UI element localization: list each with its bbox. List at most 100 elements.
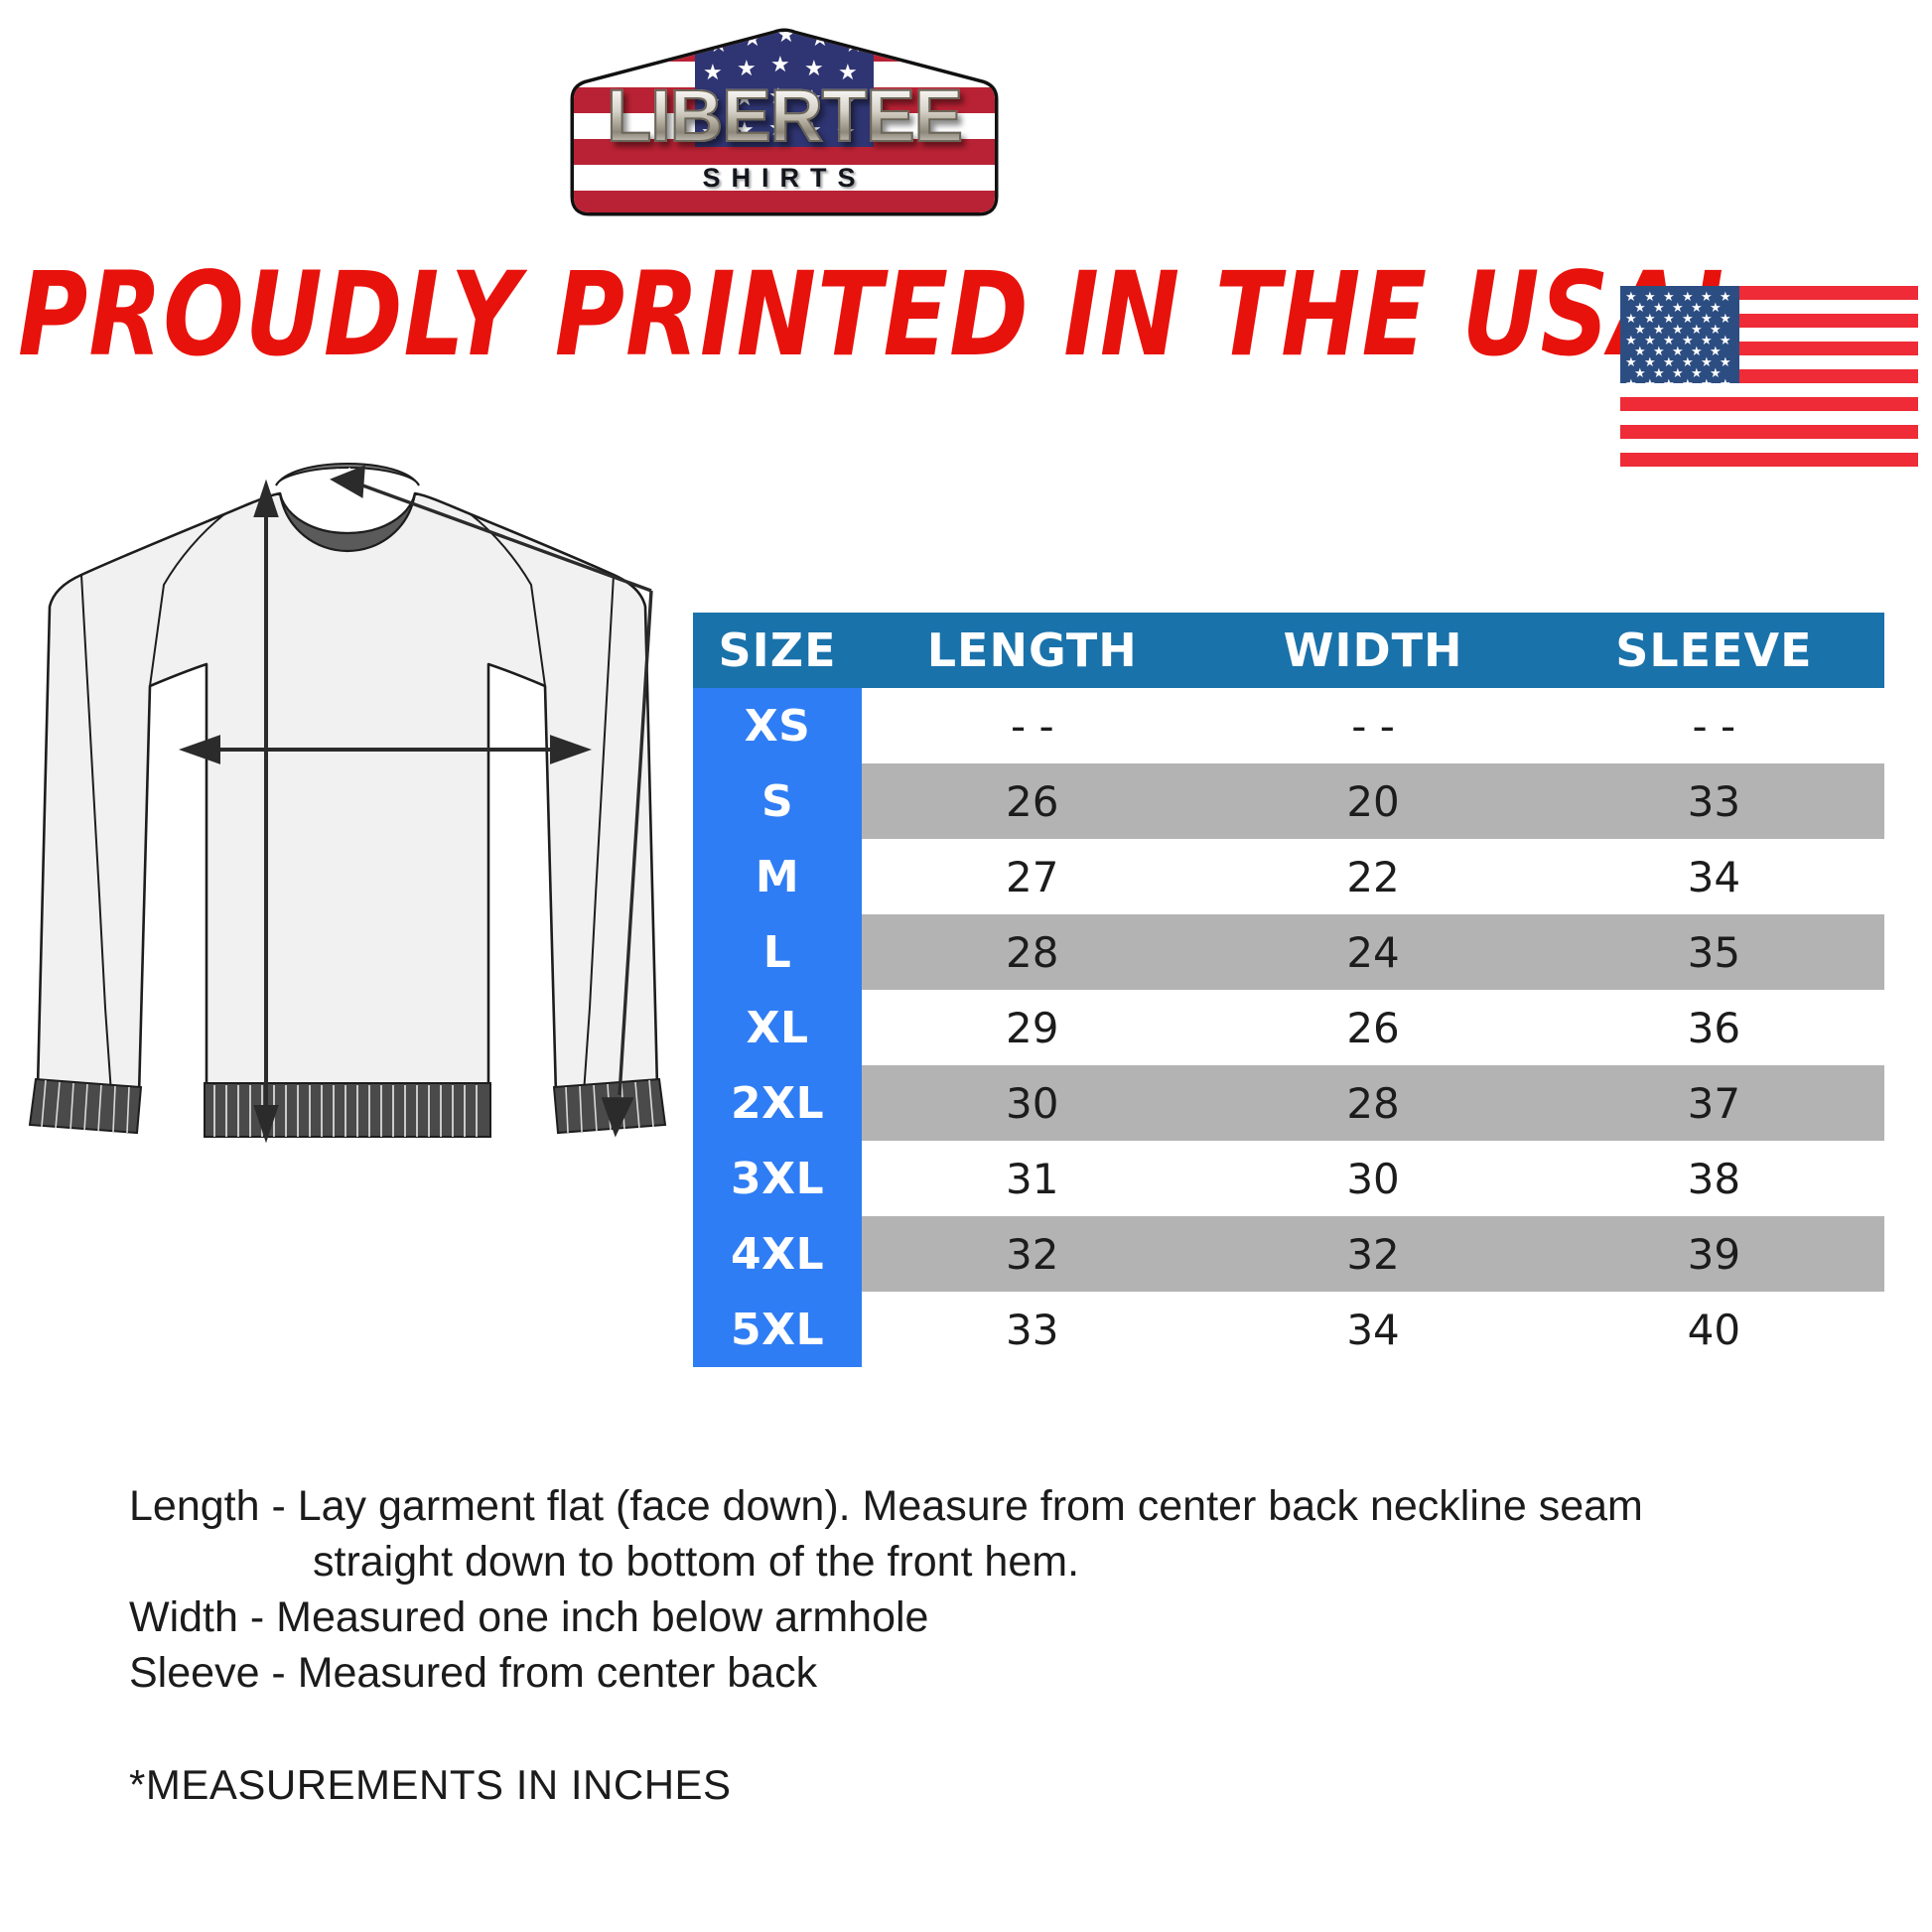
cell-length: 30 xyxy=(862,1065,1203,1141)
cell-length: 26 xyxy=(862,763,1203,839)
cell-width: 34 xyxy=(1202,1292,1544,1367)
svg-text:★: ★ xyxy=(776,28,796,48)
cell-size: XS xyxy=(693,688,863,763)
cell-length: 28 xyxy=(862,914,1203,990)
cell-length: 32 xyxy=(862,1216,1203,1292)
table-row: XS - -- -- - xyxy=(693,688,1884,763)
svg-text:★: ★ xyxy=(1682,312,1694,327)
cell-sleeve: 38 xyxy=(1543,1141,1884,1216)
cell-length: 27 xyxy=(862,839,1203,914)
american-flag-icon: ★ ★ ★ ★ ★ ★ ★ ★ ★ ★ ★ ★ ★ ★ ★ ★ ★ ★ ★ ★ ★ ★ ★ ★ ★ ★ ★ ★ ★ ★ ★ ★ ★ ★… xyxy=(1620,286,1918,467)
instruction-length-line2: straight down to bottom of the front hem… xyxy=(313,1537,1080,1586)
svg-text:★: ★ xyxy=(1644,355,1656,370)
svg-text:★: ★ xyxy=(1644,334,1656,348)
cell-length: - - xyxy=(862,688,1203,763)
width-arrow-horizontal xyxy=(178,735,593,764)
table-row: XL 29 26 36 xyxy=(693,990,1884,1065)
svg-text:★: ★ xyxy=(1644,290,1656,305)
cell-size: L xyxy=(693,914,863,990)
table-row: M 27 22 34 xyxy=(693,839,1884,914)
instruction-width: Width - Measured one inch below armhole xyxy=(129,1592,929,1641)
svg-text:★: ★ xyxy=(1634,345,1646,359)
svg-text:★: ★ xyxy=(1625,334,1637,348)
brand-subword: SHIRTS xyxy=(702,163,867,193)
svg-text:★: ★ xyxy=(1682,355,1694,370)
cell-width: 26 xyxy=(1202,990,1544,1065)
cell-width: - - xyxy=(1202,688,1544,763)
column-header-length: LENGTH xyxy=(862,613,1203,688)
svg-text:★: ★ xyxy=(1710,301,1722,316)
svg-text:★: ★ xyxy=(1691,323,1703,338)
sleeve-arrow-diagonal xyxy=(330,465,653,1138)
table-row: 4XL 32 32 39 xyxy=(693,1216,1884,1292)
svg-text:★: ★ xyxy=(1691,301,1703,316)
cell-width: 24 xyxy=(1202,914,1544,990)
svg-text:★: ★ xyxy=(1691,345,1703,359)
page-headline: PROUDLY PRINTED IN THE USA! xyxy=(18,246,1729,382)
measurement-instructions: Length - Lay garment flat (face down). M… xyxy=(129,1479,1817,1809)
svg-text:★: ★ xyxy=(1644,377,1656,392)
svg-text:★: ★ xyxy=(1710,323,1722,338)
svg-text:★: ★ xyxy=(1720,312,1731,327)
svg-text:★: ★ xyxy=(1663,377,1675,392)
svg-text:★: ★ xyxy=(802,86,822,111)
cell-size: S xyxy=(693,763,863,839)
svg-text:★: ★ xyxy=(1682,290,1694,305)
svg-text:★: ★ xyxy=(1682,377,1694,392)
brand-logo-badge: ★ ★ ★ ★ ★ ★ ★ ★ ★ ★ ★ ★ ★ ★ ★ ★ ★ ★ ★ ★ xyxy=(566,28,1003,226)
instruction-sleeve: Sleeve - Measured from center back xyxy=(129,1648,818,1697)
svg-text:★: ★ xyxy=(1663,355,1675,370)
table-row: L 28 24 35 xyxy=(693,914,1884,990)
svg-text:★: ★ xyxy=(1672,366,1684,381)
column-header-width: WIDTH xyxy=(1202,613,1544,688)
column-header-size: SIZE xyxy=(693,613,863,688)
table-row: 3XL 31 30 38 xyxy=(693,1141,1884,1216)
long-sleeve-sweatshirt-icon xyxy=(20,452,675,1157)
length-arrow-vertical xyxy=(253,479,279,1144)
svg-text:★: ★ xyxy=(836,120,856,145)
svg-text:★: ★ xyxy=(703,61,723,85)
svg-text:★: ★ xyxy=(1663,312,1675,327)
svg-text:★: ★ xyxy=(1653,366,1665,381)
svg-text:★: ★ xyxy=(1701,377,1713,392)
svg-text:★: ★ xyxy=(1720,355,1731,370)
instruction-length-line1: Length - Lay garment flat (face down). M… xyxy=(129,1482,1643,1530)
cell-size: 2XL xyxy=(693,1065,863,1141)
svg-text:★: ★ xyxy=(1710,366,1722,381)
cell-width: 20 xyxy=(1202,763,1544,839)
svg-text:★: ★ xyxy=(1701,290,1713,305)
svg-text:★: ★ xyxy=(1644,312,1656,327)
svg-text:★: ★ xyxy=(1672,345,1684,359)
svg-text:★: ★ xyxy=(1625,312,1637,327)
usa-flag-badge-icon: ★ ★ ★ ★ ★ ★ ★ ★ ★ ★ ★ ★ ★ ★ ★ ★ ★ ★ ★ ★ xyxy=(570,28,999,216)
svg-text:★: ★ xyxy=(1634,301,1646,316)
svg-text:★: ★ xyxy=(1701,334,1713,348)
svg-text:★: ★ xyxy=(735,118,755,143)
svg-text:★: ★ xyxy=(1710,345,1722,359)
svg-text:★: ★ xyxy=(1625,290,1637,305)
svg-text:★: ★ xyxy=(737,57,757,81)
size-chart-table: SIZE LENGTH WIDTH SLEEVE XS - -- -- - S 26 2… xyxy=(693,613,1884,1367)
cell-width: 30 xyxy=(1202,1141,1544,1216)
svg-text:★: ★ xyxy=(1653,323,1665,338)
svg-text:★: ★ xyxy=(1653,301,1665,316)
measurement-units-note: *MEASUREMENTS IN INCHES xyxy=(129,1760,732,1808)
svg-text:★: ★ xyxy=(1663,334,1675,348)
cell-size: 5XL xyxy=(693,1292,863,1367)
svg-text:★: ★ xyxy=(1691,366,1703,381)
cell-length: 31 xyxy=(862,1141,1203,1216)
svg-text:★: ★ xyxy=(1701,355,1713,370)
cell-sleeve: 40 xyxy=(1543,1292,1884,1367)
table-body: XS - -- -- - S 26 20 33 M 27 22 34 L 28 24 35 XL 29 26 36… xyxy=(693,688,1884,1367)
table-row: 5XL 33 34 40 xyxy=(693,1292,1884,1367)
svg-text:★: ★ xyxy=(1720,290,1731,305)
cell-size: 4XL xyxy=(693,1216,863,1292)
cell-size: M xyxy=(693,839,863,914)
svg-text:★: ★ xyxy=(802,118,822,143)
table-header: SIZE LENGTH WIDTH SLEEVE xyxy=(693,613,1884,688)
cell-size: XL xyxy=(693,990,863,1065)
svg-text:★: ★ xyxy=(1682,334,1694,348)
table-row: S 26 20 33 xyxy=(693,763,1884,839)
svg-text:★: ★ xyxy=(701,120,721,145)
cell-sleeve: 39 xyxy=(1543,1216,1884,1292)
